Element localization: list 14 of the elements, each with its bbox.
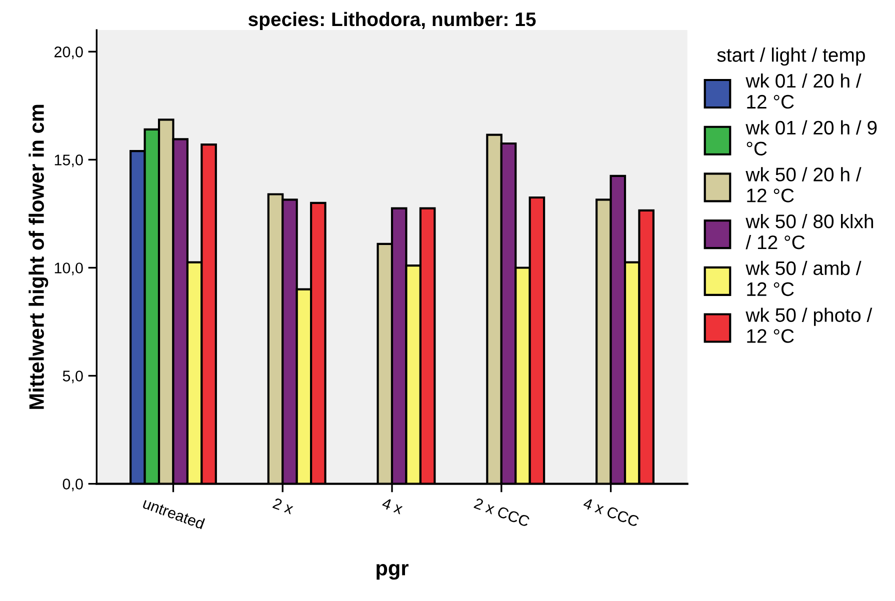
legend-label: wk 50 / photo / 12 °C xyxy=(746,308,872,343)
y-tick-label: 15,0 xyxy=(54,154,83,168)
chart-title: species: Lithodora, number: 15 xyxy=(248,12,536,30)
x-tick-label: 2 x CCC xyxy=(474,498,530,528)
y-tick-label: 20,0 xyxy=(54,46,83,60)
y-axis-title: Mittelwert hight of flower in cm xyxy=(28,104,48,409)
x-axis-title: pgr xyxy=(376,564,408,580)
x-tick-label: 4 x xyxy=(381,498,404,514)
y-tick-label: 10,0 xyxy=(54,262,83,276)
x-tick-label: 2 x xyxy=(272,498,294,514)
y-tick-label: 5,0 xyxy=(62,370,83,384)
y-tick-label: 0,0 xyxy=(62,478,83,492)
x-tick-label: 4 x CCC xyxy=(582,498,640,528)
legend-title: start / light / temp xyxy=(717,48,865,66)
